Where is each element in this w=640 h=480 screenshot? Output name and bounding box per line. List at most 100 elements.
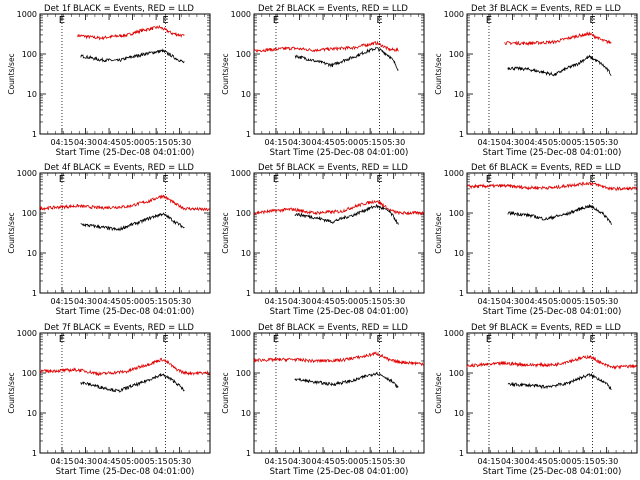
lld-series-line [253, 40, 399, 53]
x-tick-label: 04:30 [74, 297, 97, 306]
y-tick-label: 10 [454, 409, 464, 418]
x-tick-label: 05:00 [548, 457, 571, 466]
events-series-line [507, 373, 612, 391]
lld-series-line [77, 24, 185, 41]
event-marker-label: E [486, 334, 492, 345]
plot-frame [39, 172, 211, 294]
events-series-line [80, 212, 185, 232]
x-tick-label: 04:45 [312, 297, 335, 306]
x-tick-label: 04:15 [477, 138, 500, 147]
events-series-line [507, 54, 612, 77]
event-marker-label: E [376, 334, 382, 345]
y-tick-label: 10 [241, 90, 251, 99]
plot-frame [39, 13, 211, 135]
plot-frame [253, 13, 425, 135]
x-tick-label: 04:30 [501, 457, 524, 466]
x-tick-label: 05:30 [595, 297, 618, 306]
y-axis-label: Counts/sec [434, 212, 443, 253]
y-axis-label: Counts/sec [221, 53, 230, 94]
y-tick-label: 1 [32, 130, 37, 139]
y-tick-label: 1 [32, 289, 37, 298]
event-marker-label: E [273, 174, 279, 185]
x-tick-label: 05:15 [359, 457, 382, 466]
events-series-line [80, 372, 185, 393]
events-series-line [80, 48, 185, 64]
event-marker-label: E [486, 15, 492, 26]
y-tick-label: 1000 [17, 329, 37, 338]
x-tick-label: 04:15 [264, 457, 287, 466]
detector-panel-7: Det 7f BLACK = Events, RED = LLD 1 10 100 10… [7, 323, 211, 477]
detector-panel-4: Det 4f BLACK = Events, RED = LLD 1 10 100 10… [7, 163, 211, 317]
detector-panel-6: Det 6f BLACK = Events, RED = LLD 1 10 100 10… [434, 163, 638, 317]
events-series-line [294, 371, 399, 389]
y-tick-label: 100 [236, 209, 251, 218]
x-tick-label: 04:30 [74, 138, 97, 147]
x-tick-label: 04:15 [50, 138, 73, 147]
lld-series-line [466, 181, 637, 192]
y-tick-label: 100 [236, 50, 251, 59]
y-tick-label: 100 [22, 50, 37, 59]
x-tick-label: 05:15 [572, 138, 595, 147]
x-tick-label: 05:00 [548, 297, 571, 306]
event-marker-label: E [162, 15, 168, 26]
y-axis-label: Counts/sec [7, 372, 16, 413]
y-axis-label: Counts/sec [221, 212, 230, 253]
events-series-line [294, 204, 399, 225]
x-tick-label: 05:30 [168, 297, 191, 306]
x-tick-label: 04:45 [525, 138, 548, 147]
x-tick-label: 05:30 [382, 297, 405, 306]
plot-frame [253, 172, 425, 294]
x-tick-label: 04:45 [312, 138, 335, 147]
plot-frame [253, 332, 425, 454]
x-axis-label: Start Time (25-Dec-08 04:01:00) [56, 467, 195, 477]
lld-series-line [253, 199, 424, 216]
x-tick-label: 05:15 [359, 138, 382, 147]
y-tick-label: 1 [459, 449, 464, 458]
x-tick-label: 04:45 [98, 297, 121, 306]
x-tick-label: 04:15 [50, 297, 73, 306]
detector-panel-8: Det 8f BLACK = Events, RED = LLD 1 10 100 10… [221, 323, 425, 477]
detector-panel-5: Det 5f BLACK = Events, RED = LLD 1 10 100 10… [221, 163, 425, 317]
x-tick-label: 05:00 [335, 457, 358, 466]
x-tick-label: 05:15 [572, 457, 595, 466]
panel-title: Det 6f BLACK = Events, RED = LLD [471, 163, 621, 173]
x-axis-label: Start Time (25-Dec-08 04:01:00) [56, 307, 195, 317]
lld-series-line [253, 351, 424, 367]
x-tick-label: 05:15 [572, 297, 595, 306]
y-tick-label: 1000 [444, 329, 464, 338]
panel-title: Det 8f BLACK = Events, RED = LLD [258, 323, 408, 333]
detector-panel-2: Det 2f BLACK = Events, RED = LLD 1 10 100 10… [221, 4, 425, 158]
event-marker-label: E [273, 334, 279, 345]
x-axis-label: Start Time (25-Dec-08 04:01:00) [483, 148, 622, 158]
events-series-line [507, 204, 612, 225]
x-tick-label: 05:30 [382, 138, 405, 147]
x-tick-label: 05:00 [335, 138, 358, 147]
event-marker-label: E [273, 15, 279, 26]
x-tick-label: 04:30 [501, 138, 524, 147]
lld-series-line [39, 357, 210, 377]
x-tick-label: 04:30 [288, 297, 311, 306]
y-tick-label: 10 [454, 249, 464, 258]
event-marker-label: E [589, 174, 595, 185]
x-tick-label: 05:30 [168, 457, 191, 466]
lld-series-line [504, 31, 612, 47]
x-tick-label: 04:15 [477, 457, 500, 466]
detector-panel-9: Det 9f BLACK = Events, RED = LLD 1 10 100 10… [434, 323, 638, 477]
y-tick-label: 10 [241, 409, 251, 418]
x-tick-label: 04:45 [312, 457, 335, 466]
y-tick-label: 100 [449, 369, 464, 378]
x-tick-label: 04:30 [288, 457, 311, 466]
y-axis-label: Counts/sec [221, 372, 230, 413]
panel-title: Det 3f BLACK = Events, RED = LLD [471, 4, 621, 14]
lld-series-line [39, 194, 210, 212]
event-marker-label: E [376, 15, 382, 26]
event-marker-label: E [59, 334, 65, 345]
x-axis-label: Start Time (25-Dec-08 04:01:00) [483, 467, 622, 477]
x-tick-label: 04:15 [50, 457, 73, 466]
event-marker-label: E [589, 334, 595, 345]
y-tick-label: 1 [459, 289, 464, 298]
y-tick-label: 1 [32, 449, 37, 458]
x-axis-label: Start Time (25-Dec-08 04:01:00) [56, 148, 195, 158]
x-tick-label: 04:30 [74, 457, 97, 466]
y-tick-label: 1 [246, 130, 251, 139]
